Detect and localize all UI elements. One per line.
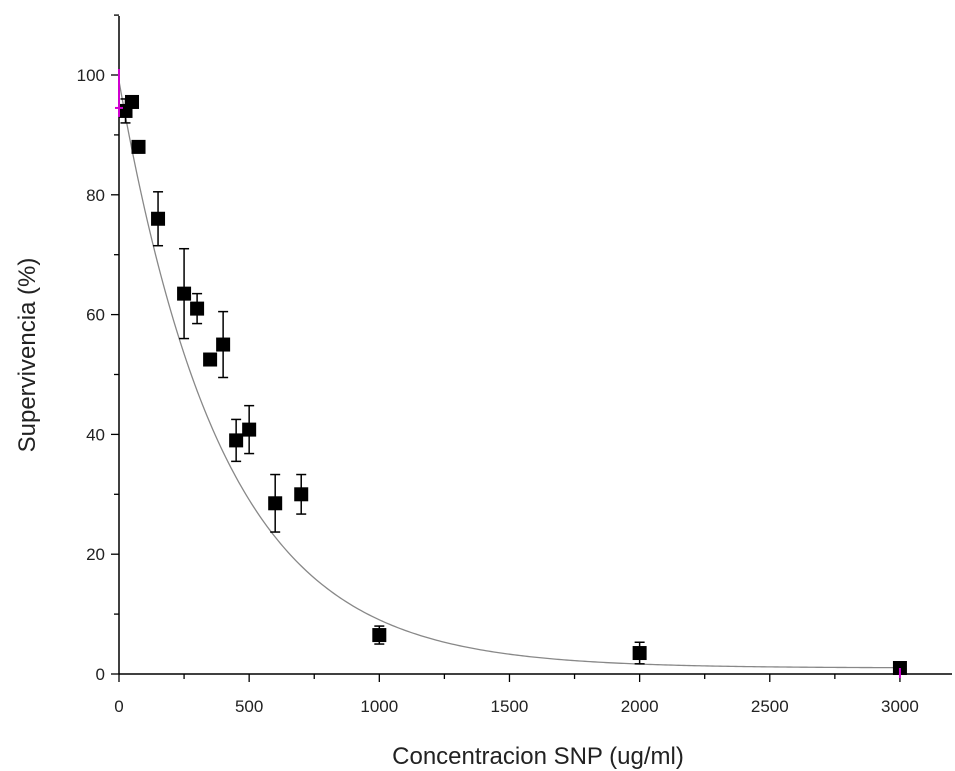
x-tick-label: 0 [114,697,123,716]
data-point [190,301,205,316]
data-point [242,422,257,437]
y-axis-title: Supervivencia (%) [14,258,41,453]
data-point [268,496,283,511]
y-tick-label: 20 [86,545,105,564]
plot-area: 0 500 1000 1500 2000 2500 3000 0 20 40 60 80 100 [77,14,952,716]
y-tick-label: 100 [77,66,105,85]
x-tick-label: 500 [235,697,263,716]
data-points [118,94,907,676]
data-point [632,646,647,661]
data-point [125,94,140,109]
data-point [372,628,387,643]
y-tick-label: 60 [86,306,105,325]
data-point [203,352,218,367]
data-point [294,487,309,502]
x-ticks: 0 500 1000 1500 2000 2500 3000 [114,674,919,716]
x-tick-label: 2500 [751,697,789,716]
x-tick-label: 1000 [360,697,398,716]
fit-curve [118,80,900,669]
y-tick-label: 40 [86,425,105,444]
data-point [229,433,244,448]
control-markers [115,69,901,678]
data-point [151,211,166,226]
error-bars [120,95,905,672]
x-axis-title: Concentracion SNP (ug/ml) [392,743,684,770]
x-tick-label: 2000 [621,697,659,716]
x-tick-label: 1500 [491,697,529,716]
y-tick-label: 80 [86,186,105,205]
data-point [177,286,192,301]
data-point [216,337,231,352]
y-ticks: 0 20 40 60 80 100 [77,14,119,684]
x-tick-label: 3000 [881,697,919,716]
y-tick-label: 0 [96,665,105,684]
data-point [131,139,146,154]
